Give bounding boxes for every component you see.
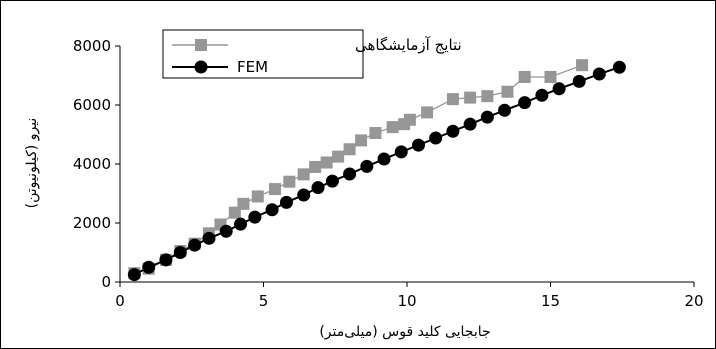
y-tick-label: 8000 (73, 37, 111, 55)
data-point-circle (297, 188, 311, 202)
data-point-square (518, 70, 531, 83)
data-point-square (481, 90, 494, 103)
data-point-circle (498, 103, 512, 117)
data-point-square (309, 160, 322, 173)
y-tick-label: 6000 (73, 96, 111, 114)
data-point-circle (552, 82, 566, 96)
y-axis-label: نیرو (کیلونیوتن) (24, 118, 40, 209)
data-point-circle (612, 60, 626, 74)
x-tick-label: 10 (397, 292, 416, 310)
data-point-circle (248, 210, 262, 224)
data-point-square (320, 156, 333, 169)
data-point-square (421, 106, 434, 119)
x-tick-label: 5 (259, 292, 269, 310)
data-point-circle (311, 181, 325, 195)
data-point-circle (173, 246, 187, 259)
data-point-square (464, 91, 477, 104)
data-point-circle (572, 74, 586, 88)
legend: نتایج آزمایشگاهی FEM (162, 29, 462, 79)
data-point-circle (592, 67, 606, 81)
axes (115, 45, 695, 287)
data-point-square (369, 127, 382, 140)
data-point-circle (188, 238, 202, 252)
data-point-square (297, 168, 310, 181)
data-point-circle (202, 231, 216, 245)
data-point-circle (265, 203, 279, 217)
data-point-circle (159, 253, 173, 267)
data-point-square (237, 197, 250, 210)
data-point-circle (279, 195, 293, 209)
data-point-square (544, 70, 557, 83)
data-point-square (251, 190, 264, 203)
data-point-square (355, 134, 368, 147)
data-point-circle (463, 117, 477, 131)
data-point-circle (219, 224, 233, 238)
x-tick-label: 20 (684, 292, 703, 310)
data-point-square (386, 121, 399, 134)
y-tick-label: 4000 (73, 155, 111, 173)
legend-lab-marker (195, 39, 207, 51)
data-point-circle (234, 217, 248, 231)
x-tick-label: 0 (115, 292, 125, 310)
data-point-circle (394, 145, 408, 159)
x-tick-labels: 0 5 10 15 20 (115, 292, 703, 310)
y-tick-labels: 0 2000 4000 6000 8000 (73, 37, 111, 291)
data-point-circle (446, 124, 460, 138)
data-point-circle (325, 174, 339, 188)
data-point-circle (377, 152, 391, 166)
data-point-circle (429, 131, 443, 145)
y-tick-label: 2000 (73, 214, 111, 232)
data-point-circle (535, 88, 549, 102)
series-layer (127, 59, 626, 282)
data-point-circle (127, 268, 141, 282)
data-point-square (501, 85, 514, 98)
data-point-square (446, 93, 459, 106)
data-point-square (283, 175, 296, 188)
data-point-square (403, 113, 416, 126)
legend-lab-label: نتایج آزمایشگاهی (355, 36, 462, 54)
data-point-square (268, 183, 281, 196)
data-point-square (576, 59, 589, 72)
data-point-circle (518, 96, 532, 110)
data-point-square (332, 150, 345, 163)
x-tick-label: 15 (541, 292, 560, 310)
data-point-circle (360, 159, 374, 173)
legend-fem-label: FEM (237, 58, 268, 76)
data-point-circle (411, 138, 425, 152)
x-axis-label: جابجایی کلید قوس (میلی‌متر) (319, 324, 490, 340)
data-point-circle (142, 260, 156, 274)
data-point-circle (480, 110, 494, 124)
legend-fem-marker (194, 60, 208, 74)
series-fem (127, 60, 626, 282)
y-tick-label: 0 (101, 273, 111, 291)
data-point-square (343, 143, 356, 156)
data-point-circle (343, 167, 357, 181)
